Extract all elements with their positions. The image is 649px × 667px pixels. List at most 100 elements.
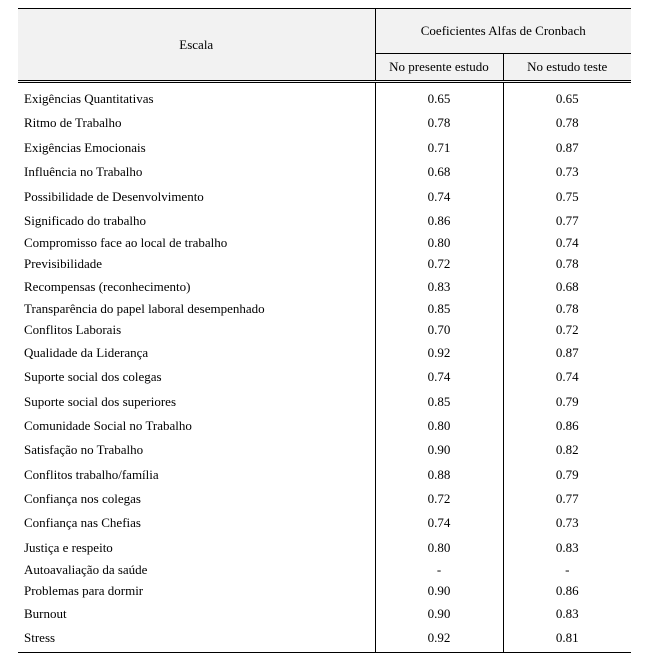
row-value-teste: 0.73 — [503, 511, 631, 535]
row-value-presente: 0.80 — [375, 414, 503, 438]
row-value-presente: 0.86 — [375, 209, 503, 233]
header-escala: Escala — [18, 9, 375, 82]
table-row: Problemas para dormir0.900.86 — [18, 581, 631, 602]
row-label: Possibilidade de Desenvolvimento — [18, 184, 375, 208]
row-label: Conflitos trabalho/família — [18, 462, 375, 486]
row-value-teste: 0.65 — [503, 82, 631, 112]
row-value-teste: - — [503, 560, 631, 581]
row-label: Confiança nos colegas — [18, 487, 375, 511]
row-value-teste: 0.73 — [503, 160, 631, 184]
row-value-presente: 0.80 — [375, 536, 503, 560]
row-value-presente: 0.74 — [375, 365, 503, 389]
row-value-presente: 0.80 — [375, 233, 503, 254]
row-label: Stress — [18, 626, 375, 653]
row-value-teste: 0.78 — [503, 299, 631, 320]
row-label: Satisfação no Trabalho — [18, 438, 375, 462]
row-value-teste: 0.81 — [503, 626, 631, 653]
row-label: Suporte social dos colegas — [18, 365, 375, 389]
table-row: Exigências Quantitativas0.650.65 — [18, 82, 631, 112]
row-value-teste: 0.83 — [503, 536, 631, 560]
row-label: Burnout — [18, 602, 375, 626]
row-value-teste: 0.78 — [503, 254, 631, 275]
table-row: Possibilidade de Desenvolvimento0.740.75 — [18, 184, 631, 208]
row-value-presente: 0.92 — [375, 626, 503, 653]
cronbach-table: Escala Coeficientes Alfas de Cronbach No… — [18, 8, 631, 653]
row-value-teste: 0.68 — [503, 275, 631, 299]
table-row: Suporte social dos superiores0.850.79 — [18, 389, 631, 413]
row-value-teste: 0.77 — [503, 487, 631, 511]
row-value-teste: 0.72 — [503, 320, 631, 341]
row-value-presente: 0.74 — [375, 511, 503, 535]
row-value-teste: 0.87 — [503, 341, 631, 365]
row-value-presente: 0.90 — [375, 581, 503, 602]
row-value-presente: 0.85 — [375, 389, 503, 413]
table-row: Conflitos trabalho/família0.880.79 — [18, 462, 631, 486]
table-row: Recompensas (reconhecimento)0.830.68 — [18, 275, 631, 299]
table-row: Conflitos Laborais0.700.72 — [18, 320, 631, 341]
row-value-presente: 0.90 — [375, 602, 503, 626]
row-value-presente: 0.68 — [375, 160, 503, 184]
row-value-presente: 0.70 — [375, 320, 503, 341]
row-label: Transparência do papel laboral desempenh… — [18, 299, 375, 320]
row-value-teste: 0.79 — [503, 389, 631, 413]
row-value-teste: 0.86 — [503, 414, 631, 438]
table-row: Confiança nas Chefias0.740.73 — [18, 511, 631, 535]
row-label: Previsibilidade — [18, 254, 375, 275]
row-label: Suporte social dos superiores — [18, 389, 375, 413]
row-value-presente: - — [375, 560, 503, 581]
row-value-teste: 0.86 — [503, 581, 631, 602]
row-value-teste: 0.75 — [503, 184, 631, 208]
row-label: Comunidade Social no Trabalho — [18, 414, 375, 438]
table-row: Confiança nos colegas0.720.77 — [18, 487, 631, 511]
row-value-presente: 0.78 — [375, 111, 503, 135]
row-label: Problemas para dormir — [18, 581, 375, 602]
table-row: Transparência do papel laboral desempenh… — [18, 299, 631, 320]
row-value-presente: 0.90 — [375, 438, 503, 462]
row-value-presente: 0.83 — [375, 275, 503, 299]
row-value-presente: 0.72 — [375, 254, 503, 275]
row-label: Justiça e respeito — [18, 536, 375, 560]
row-label: Conflitos Laborais — [18, 320, 375, 341]
row-value-presente: 0.92 — [375, 341, 503, 365]
row-label: Qualidade da Liderança — [18, 341, 375, 365]
table-row: Ritmo de Trabalho0.780.78 — [18, 111, 631, 135]
row-value-teste: 0.87 — [503, 136, 631, 160]
table-row: Exigências Emocionais0.710.87 — [18, 136, 631, 160]
row-label: Significado do trabalho — [18, 209, 375, 233]
row-value-teste: 0.82 — [503, 438, 631, 462]
row-value-teste: 0.74 — [503, 365, 631, 389]
table-row: Satisfação no Trabalho0.900.82 — [18, 438, 631, 462]
table-row: Autoavaliação da saúde-- — [18, 560, 631, 581]
row-value-teste: 0.79 — [503, 462, 631, 486]
table-row: Qualidade da Liderança0.920.87 — [18, 341, 631, 365]
row-value-presente: 0.88 — [375, 462, 503, 486]
row-label: Compromisso face ao local de trabalho — [18, 233, 375, 254]
table-row: Justiça e respeito0.800.83 — [18, 536, 631, 560]
header-col-presente: No presente estudo — [375, 54, 503, 82]
table-row: Comunidade Social no Trabalho0.800.86 — [18, 414, 631, 438]
table-row: Influência no Trabalho0.680.73 — [18, 160, 631, 184]
table-row: Significado do trabalho0.860.77 — [18, 209, 631, 233]
row-value-presente: 0.72 — [375, 487, 503, 511]
table-row: Previsibilidade0.720.78 — [18, 254, 631, 275]
row-label: Ritmo de Trabalho — [18, 111, 375, 135]
row-label: Influência no Trabalho — [18, 160, 375, 184]
row-value-presente: 0.65 — [375, 82, 503, 112]
row-value-teste: 0.74 — [503, 233, 631, 254]
header-group: Coeficientes Alfas de Cronbach — [375, 9, 631, 54]
row-value-presente: 0.74 — [375, 184, 503, 208]
row-label: Recompensas (reconhecimento) — [18, 275, 375, 299]
row-value-presente: 0.71 — [375, 136, 503, 160]
row-value-teste: 0.78 — [503, 111, 631, 135]
table-row: Compromisso face ao local de trabalho0.8… — [18, 233, 631, 254]
row-label: Exigências Quantitativas — [18, 82, 375, 112]
table-body: Exigências Quantitativas0.650.65Ritmo de… — [18, 82, 631, 653]
table-row: Burnout0.900.83 — [18, 602, 631, 626]
row-value-teste: 0.83 — [503, 602, 631, 626]
table-row: Suporte social dos colegas0.740.74 — [18, 365, 631, 389]
table-row: Stress0.920.81 — [18, 626, 631, 653]
row-value-teste: 0.77 — [503, 209, 631, 233]
header-col-teste: No estudo teste — [503, 54, 631, 82]
row-label: Autoavaliação da saúde — [18, 560, 375, 581]
row-label: Exigências Emocionais — [18, 136, 375, 160]
